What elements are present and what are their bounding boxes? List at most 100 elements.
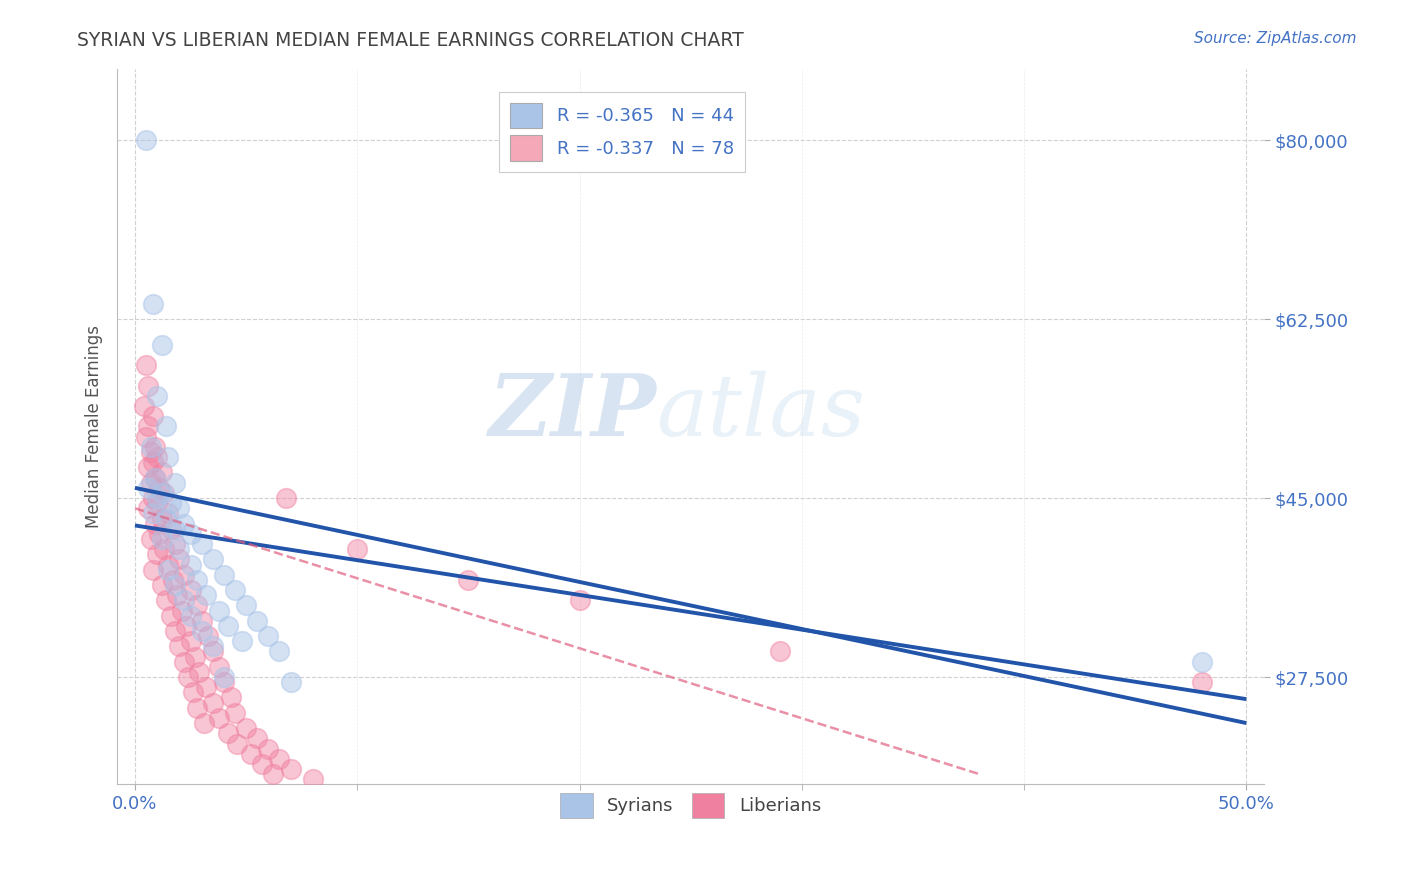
Point [195, 680, 218, 694]
Point [181, 685, 204, 699]
Legend: Syrians, Liberians: Syrians, Liberians [553, 786, 828, 825]
Point [136, 460, 159, 475]
Point [136, 378, 159, 392]
Point [163, 475, 186, 490]
Point [169, 542, 191, 557]
Point [257, 741, 280, 756]
Point [155, 593, 177, 607]
Point [201, 640, 224, 654]
Point [139, 440, 162, 454]
Point [246, 731, 269, 746]
Point [150, 337, 173, 351]
Point [190, 537, 212, 551]
Point [201, 552, 224, 566]
Point [153, 542, 176, 557]
Point [239, 747, 262, 761]
Text: Source: ZipAtlas.com: Source: ZipAtlas.com [1194, 31, 1357, 46]
Point [346, 542, 368, 557]
Point [135, 430, 157, 444]
Point [169, 501, 191, 516]
Point [163, 578, 186, 592]
Point [280, 675, 302, 690]
Point [142, 409, 165, 424]
Point [155, 511, 177, 525]
Point [173, 567, 195, 582]
Point [184, 649, 207, 664]
Point [159, 608, 181, 623]
Point [146, 491, 169, 505]
Point [146, 450, 169, 465]
Point [224, 706, 246, 720]
Point [280, 762, 302, 776]
Point [212, 670, 235, 684]
Point [208, 603, 231, 617]
Point [157, 450, 180, 465]
Point [159, 522, 181, 536]
Point [150, 466, 173, 480]
Point [457, 573, 479, 587]
Point [142, 455, 165, 469]
Point [132, 399, 155, 413]
Point [143, 440, 166, 454]
Point [143, 470, 166, 484]
Point [166, 588, 188, 602]
Point [208, 660, 231, 674]
Point [139, 532, 162, 546]
Point [155, 419, 177, 434]
Point [219, 690, 242, 705]
Point [159, 496, 181, 510]
Point [250, 756, 273, 771]
Point [173, 655, 195, 669]
Point [162, 573, 184, 587]
Point [146, 496, 169, 510]
Point [217, 619, 239, 633]
Point [135, 133, 157, 147]
Point [180, 634, 202, 648]
Point [163, 537, 186, 551]
Point [180, 558, 202, 572]
Point [146, 389, 169, 403]
Point [190, 614, 212, 628]
Point [226, 737, 249, 751]
Point [135, 358, 157, 372]
Point [136, 419, 159, 434]
Point [143, 470, 166, 484]
Point [180, 583, 202, 598]
Point [212, 567, 235, 582]
Y-axis label: Median Female Earnings: Median Female Earnings [86, 325, 103, 528]
Point [153, 486, 176, 500]
Point [269, 752, 291, 766]
Point [212, 675, 235, 690]
Point [143, 516, 166, 531]
Point [768, 644, 790, 658]
Point [193, 716, 215, 731]
Point [139, 475, 162, 490]
Point [163, 624, 186, 638]
Point [157, 507, 180, 521]
Point [246, 614, 269, 628]
Point [235, 721, 257, 735]
Point [142, 507, 165, 521]
Text: atlas: atlas [657, 371, 865, 453]
Point [157, 558, 180, 572]
Point [186, 599, 208, 613]
Point [197, 629, 219, 643]
Point [186, 573, 208, 587]
Point [173, 593, 195, 607]
Point [208, 711, 231, 725]
Point [1191, 675, 1213, 690]
Point [142, 563, 165, 577]
Point [142, 491, 165, 505]
Point [157, 563, 180, 577]
Point [231, 634, 253, 648]
Point [186, 700, 208, 714]
Point [262, 767, 284, 781]
Point [150, 511, 173, 525]
Point [136, 481, 159, 495]
Point [150, 578, 173, 592]
Point [301, 772, 323, 787]
Point [190, 624, 212, 638]
Point [180, 526, 202, 541]
Point [201, 644, 224, 658]
Point [163, 522, 186, 536]
